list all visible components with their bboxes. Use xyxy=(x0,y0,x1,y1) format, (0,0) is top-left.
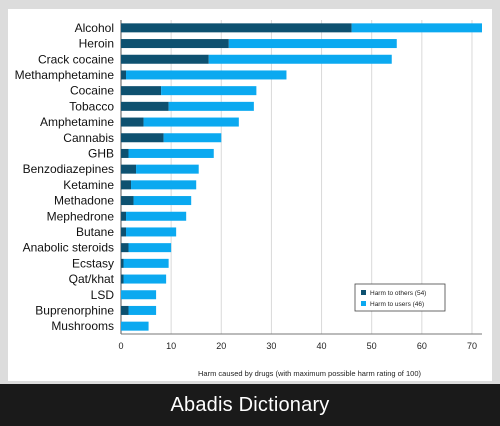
bar-harm-to-users xyxy=(128,148,214,158)
bar-harm-to-others xyxy=(121,101,169,111)
bar-harm-to-users xyxy=(126,227,177,237)
category-label: Ecstasy xyxy=(72,256,114,270)
bar-harm-to-users xyxy=(121,290,157,300)
category-label: Butane xyxy=(76,225,114,239)
x-tick-label: 0 xyxy=(118,341,123,351)
bar-harm-to-others xyxy=(121,211,127,221)
legend-label: Harm to others (54) xyxy=(370,290,426,297)
legend-box xyxy=(354,283,446,312)
category-label: Cannabis xyxy=(63,131,114,145)
bar-harm-to-others xyxy=(121,258,124,268)
bar-harm-to-users xyxy=(128,243,172,253)
category-label: Anabolic steroids xyxy=(23,241,114,255)
bar-harm-to-others xyxy=(121,196,134,206)
bar-harm-to-users xyxy=(123,258,169,268)
legend-swatch xyxy=(361,301,366,306)
bar-harm-to-users xyxy=(228,39,397,49)
x-tick-label: 50 xyxy=(367,341,377,351)
x-tick-label: 20 xyxy=(216,341,226,351)
bar-harm-to-others xyxy=(121,180,132,190)
footer-banner: Abadis Dictionary xyxy=(0,384,500,426)
bar-harm-to-others xyxy=(121,274,124,284)
bar-harm-to-others xyxy=(121,70,127,80)
category-label: Methamphetamine xyxy=(15,68,115,82)
bar-harm-to-others xyxy=(121,23,352,33)
category-label: LSD xyxy=(91,288,115,302)
category-label: Amphetamine xyxy=(40,115,114,129)
bar-harm-to-users xyxy=(136,164,199,174)
category-label: Qat/khat xyxy=(69,272,115,286)
x-axis-title: Harm caused by drugs (with maximum possi… xyxy=(198,369,422,378)
bar-harm-to-others xyxy=(121,117,144,127)
category-label: Buprenorphine xyxy=(35,303,114,317)
legend-swatch xyxy=(361,290,366,295)
chart-frame: 0 10 20 30 40 50 60 70 Alcohol Heroin Crack cocain… xyxy=(0,0,500,384)
legend-label: Harm to users (46) xyxy=(370,301,424,308)
x-tick-label: 40 xyxy=(317,341,327,351)
category-label: GHB xyxy=(88,146,114,160)
bar-harm-to-users xyxy=(133,196,192,206)
bar-harm-to-others xyxy=(121,39,229,49)
x-tick-label: 30 xyxy=(266,341,276,351)
footer-text: Abadis Dictionary xyxy=(170,393,330,416)
bar-harm-to-users xyxy=(351,23,482,33)
category-label: Alcohol xyxy=(75,21,114,35)
category-label: Crack cocaine xyxy=(38,52,114,66)
bar-harm-to-users xyxy=(143,117,239,127)
x-tick-label: 70 xyxy=(467,341,477,351)
bar-harm-to-others xyxy=(121,243,129,253)
bar-harm-to-users xyxy=(123,274,167,284)
bar-harm-to-users xyxy=(126,211,187,221)
bar-harm-to-others xyxy=(121,133,164,143)
bar-harm-to-users xyxy=(163,133,222,143)
bar-harm-to-others xyxy=(121,148,129,158)
bar-harm-to-others xyxy=(121,164,137,174)
chart-panel: 0 10 20 30 40 50 60 70 Alcohol Heroin Crack cocain… xyxy=(8,9,492,381)
x-tick-label: 10 xyxy=(166,341,176,351)
category-label: Methadone xyxy=(54,194,114,208)
x-tick-label: 60 xyxy=(417,341,427,351)
bar-harm-to-others xyxy=(121,227,127,237)
bar-harm-to-others xyxy=(121,305,129,315)
bar-harm-to-users xyxy=(126,70,287,80)
bar-harm-to-others xyxy=(121,54,209,64)
bar-harm-to-users xyxy=(128,305,157,315)
bar-harm-to-users xyxy=(208,54,392,64)
bar-harm-to-users xyxy=(161,86,257,96)
category-label: Benzodiazepines xyxy=(23,162,114,176)
category-label: Mephedrone xyxy=(47,209,115,223)
bar-harm-to-others xyxy=(121,86,162,96)
category-label: Heroin xyxy=(79,37,114,51)
bar-harm-to-users xyxy=(131,180,197,190)
category-label: Ketamine xyxy=(63,178,114,192)
category-label: Tobacco xyxy=(69,99,114,113)
bar-harm-to-users xyxy=(121,321,149,331)
bar-harm-to-users xyxy=(168,101,254,111)
category-label: Mushrooms xyxy=(51,319,114,333)
category-label: Cocaine xyxy=(70,84,114,98)
